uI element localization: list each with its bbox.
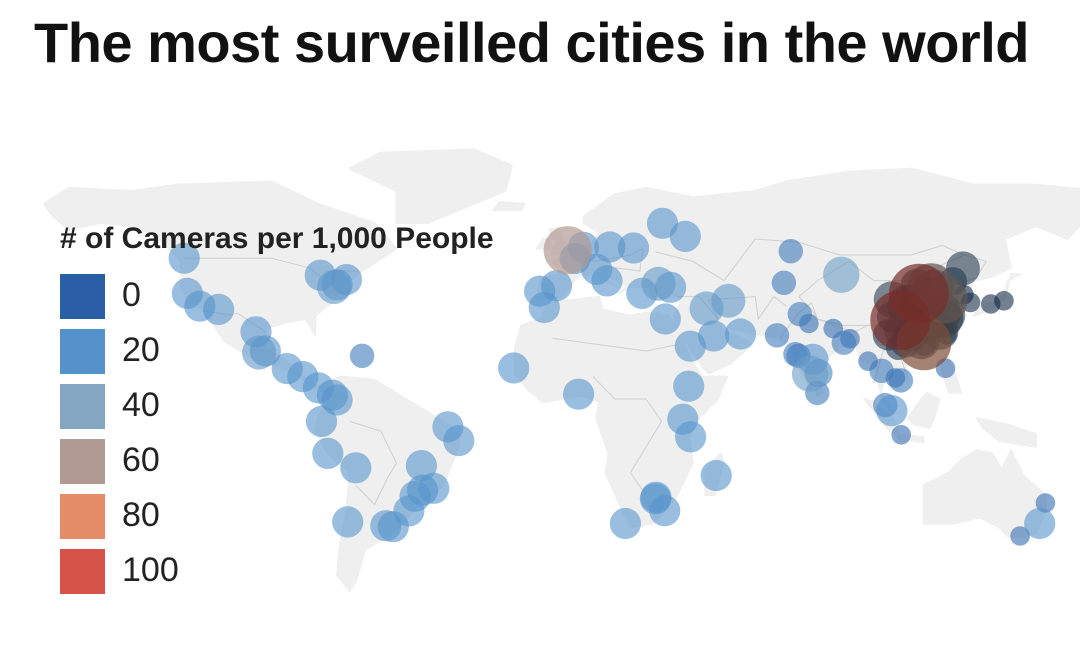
city-bubble [779, 239, 803, 263]
city-bubble [675, 421, 706, 452]
legend-item: 0 [60, 274, 494, 329]
legend-items: 0 20 40 60 80 100 [60, 274, 494, 604]
legend-label: 60 [122, 441, 160, 480]
city-bubble [994, 291, 1014, 311]
borneo-landmass [908, 393, 939, 428]
city-bubble [529, 292, 560, 323]
city-bubble [772, 271, 796, 295]
legend-item: 40 [60, 384, 494, 439]
legend-title: # of Cameras per 1,000 People [60, 222, 494, 256]
city-bubble [610, 508, 641, 539]
city-bubble [823, 257, 859, 293]
city-bubble [649, 495, 680, 526]
city-bubble [870, 290, 930, 350]
legend-swatch [60, 274, 105, 319]
city-bubble [618, 232, 649, 263]
legend-item: 80 [60, 494, 494, 549]
city-bubble [675, 331, 706, 362]
city-bubble [832, 331, 856, 355]
legend-label: 40 [122, 386, 160, 425]
city-bubble [792, 356, 828, 392]
city-bubble [642, 267, 676, 301]
legend-label: 0 [122, 276, 141, 315]
city-bubble [788, 302, 812, 326]
legend-item: 60 [60, 439, 494, 494]
legend-swatch [60, 329, 105, 374]
legend-item: 20 [60, 329, 494, 384]
city-bubble [1024, 508, 1055, 539]
legend-label: 100 [122, 551, 179, 590]
new-guinea-landmass [977, 418, 1036, 447]
legend-item: 100 [60, 549, 494, 604]
greenland-landmass [350, 149, 512, 223]
city-bubble [544, 226, 592, 274]
legend-label: 80 [122, 496, 160, 535]
city-bubble [889, 368, 913, 392]
city-bubble [650, 303, 681, 334]
city-bubble [725, 318, 756, 349]
legend: # of Cameras per 1,000 People 0 20 40 60 80 1… [60, 222, 494, 604]
legend-swatch [60, 439, 105, 484]
city-bubble [563, 379, 594, 410]
city-bubble [673, 371, 704, 402]
city-bubble [498, 352, 529, 383]
city-bubble [701, 460, 732, 491]
legend-label: 20 [122, 331, 160, 370]
legend-swatch [60, 494, 105, 539]
city-bubble [876, 395, 907, 426]
iceland-landmass [493, 202, 524, 210]
legend-swatch [60, 384, 105, 429]
city-bubble [765, 323, 789, 347]
city-bubble [647, 208, 678, 239]
legend-swatch [60, 549, 105, 594]
city-bubble [891, 425, 911, 445]
city-bubble [711, 284, 745, 318]
